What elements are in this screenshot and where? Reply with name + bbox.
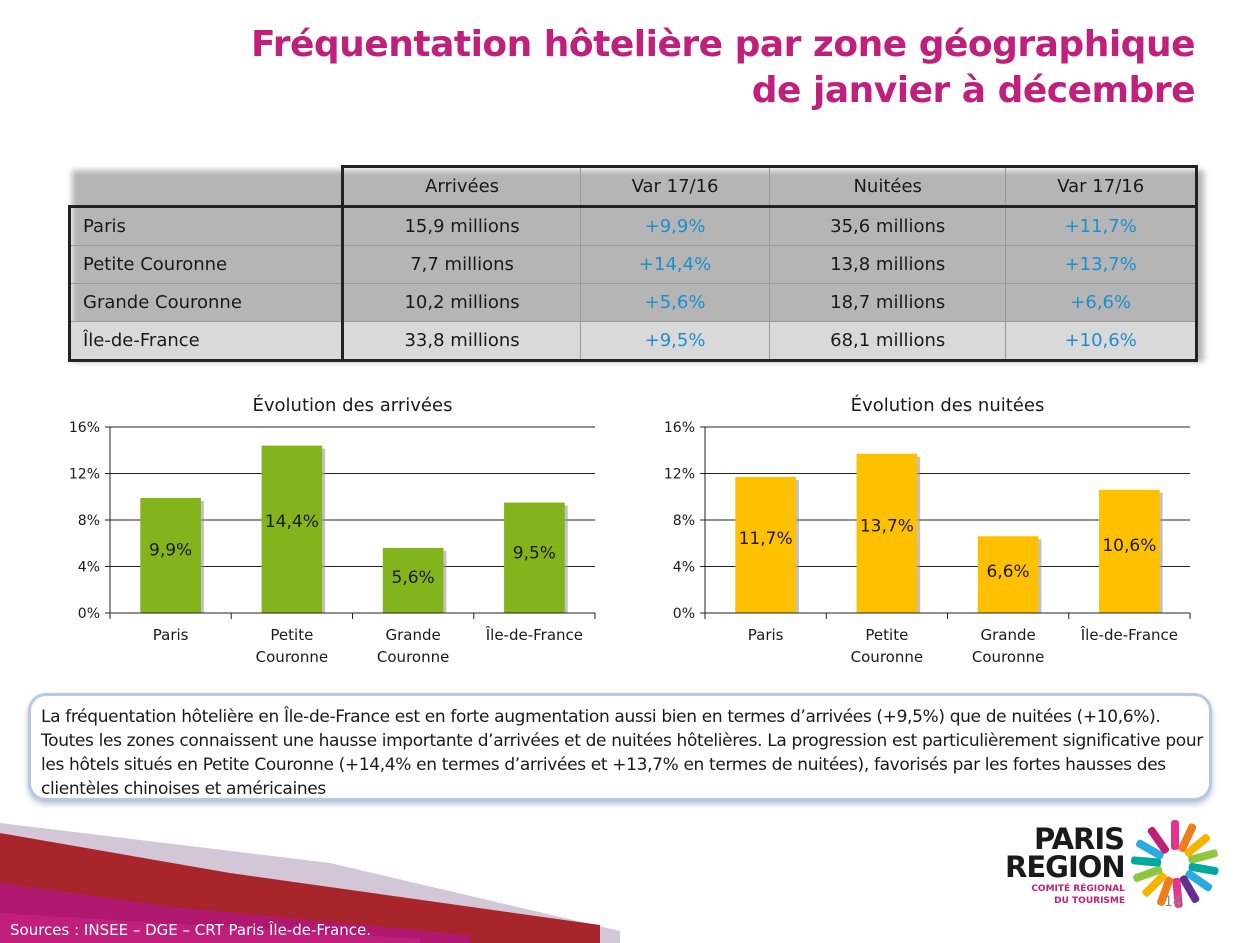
bar-value-label: 9,9%	[149, 541, 192, 561]
table-corner	[69, 166, 343, 208]
cell-arrivees: 33,8 millions	[341, 321, 582, 362]
page-title: Fréquentation hôtelière par zone géograp…	[250, 22, 1196, 114]
cell-nuitees: 13,8 millions	[768, 245, 1007, 284]
logo-word-region: REGION	[1005, 850, 1126, 884]
bar-value-label: 6,6%	[987, 562, 1030, 582]
y-tick-label: 0%	[78, 606, 100, 622]
header-var-nuitees: Var 17/16	[1005, 165, 1198, 208]
bar	[261, 445, 323, 613]
page-number: 14	[1164, 894, 1182, 910]
bar	[140, 497, 201, 613]
bar	[856, 453, 918, 613]
x-category-label: Île-de-France	[1080, 625, 1178, 644]
bar-value-label: 14,4%	[265, 512, 319, 532]
y-tick-label: 4%	[78, 560, 100, 576]
cell-nuitees: 68,1 millions	[768, 321, 1007, 362]
bar-value-label: 11,7%	[739, 529, 793, 549]
cell-var-nuitees: +6,6%	[1005, 283, 1198, 322]
y-tick-label: 12%	[664, 467, 695, 483]
table-row: Petite Couronne 7,7 millions +14,4% 13,8…	[68, 245, 1198, 284]
bar-value-label: 13,7%	[860, 516, 914, 536]
bar	[735, 476, 796, 613]
arrivees-bar-chart: Évolution des arrivées 0% 4% 8% 12% 16% 9,9% Pa…	[69, 394, 596, 666]
stats-table: Arrivées Var 17/16 Nuitées Var 17/16 Par…	[68, 165, 1198, 362]
logo-subtitle-2: DU TOURISME	[1054, 896, 1125, 906]
header-var-arrivees: Var 17/16	[580, 165, 770, 208]
cell-var-arrivees: +14,4%	[580, 245, 770, 284]
y-tick-label: 16%	[664, 420, 695, 436]
table-row: Paris 15,9 millions +9,9% 35,6 millions …	[68, 206, 1198, 246]
footer-band	[0, 823, 620, 943]
header-nuitees: Nuitées	[768, 165, 1007, 208]
x-category-label: Grande Couronne	[972, 626, 1044, 666]
cell-var-nuitees: +11,7%	[1005, 206, 1198, 246]
x-category-label: Grande Couronne	[377, 626, 449, 666]
table-row: Grande Couronne 10,2 millions +5,6% 18,7…	[68, 283, 1198, 322]
row-label: Petite Couronne	[68, 245, 344, 284]
chart-title: Évolution des arrivées	[253, 394, 453, 416]
bar	[382, 547, 444, 613]
cell-nuitees: 35,6 millions	[768, 206, 1007, 246]
cell-var-arrivees: +5,6%	[580, 283, 770, 322]
cell-nuitees: 18,7 millions	[768, 283, 1007, 322]
page-title-line-2: de janvier à décembre	[751, 70, 1196, 111]
chart-title: Évolution des nuitées	[851, 394, 1045, 416]
table-row-total: Île-de-France 33,8 millions +9,5% 68,1 m…	[68, 321, 1198, 362]
x-category-label: Paris	[748, 626, 784, 644]
summary-text: La fréquentation hôtelière en Île-de-Fra…	[41, 707, 1203, 799]
y-tick-label: 0%	[673, 606, 695, 622]
nuitees-bar-chart: Évolution des nuitées 0% 4% 8% 12% 16% 11,7% Pa…	[664, 394, 1191, 666]
row-label: Paris	[68, 206, 344, 246]
cell-arrivees: 7,7 millions	[341, 245, 582, 284]
y-tick-label: 12%	[69, 467, 100, 483]
y-tick-label: 8%	[78, 513, 100, 529]
table-header-row: Arrivées Var 17/16 Nuitées Var 17/16	[69, 165, 1198, 208]
bar	[504, 502, 565, 613]
cell-var-nuitees: +13,7%	[1005, 245, 1198, 284]
x-category-label: Île-de-France	[485, 625, 583, 644]
footer-band-magenta-dark	[0, 913, 420, 943]
x-category-label: Paris	[153, 626, 189, 644]
row-label: Île-de-France	[68, 321, 344, 362]
bar	[977, 536, 1039, 613]
bar-value-label: 5,6%	[392, 568, 435, 588]
cell-var-arrivees: +9,9%	[580, 206, 770, 246]
y-tick-label: 16%	[69, 420, 100, 436]
cell-var-nuitees: +10,6%	[1005, 321, 1198, 362]
bar	[1099, 489, 1160, 613]
logo-subtitle-1: COMITÉ RÉGIONAL	[1031, 884, 1125, 894]
y-tick-label: 8%	[673, 513, 695, 529]
cell-arrivees: 10,2 millions	[341, 283, 582, 322]
page-title-line-1: Fréquentation hôtelière par zone géograp…	[250, 24, 1196, 65]
row-label: Grande Couronne	[68, 283, 344, 322]
summary-box: La fréquentation hôtelière en Île-de-Fra…	[28, 693, 1212, 801]
header-arrivees: Arrivées	[340, 165, 582, 208]
cell-var-arrivees: +9,5%	[580, 321, 770, 362]
y-tick-label: 4%	[673, 560, 695, 576]
x-category-label: Petite Couronne	[851, 626, 923, 666]
sources-text: Sources : INSEE – DGE – CRT Paris Île-de…	[10, 921, 372, 939]
paris-region-logo: PARIS REGION COMITÉ RÉGIONAL DU TOURISME	[1003, 820, 1233, 910]
logo-star-burst-icon	[1131, 820, 1219, 908]
bar-value-label: 10,6%	[1102, 536, 1156, 556]
bar-value-label: 9,5%	[513, 543, 556, 563]
x-category-label: Petite Couronne	[256, 626, 328, 666]
cell-arrivees: 15,9 millions	[341, 206, 582, 246]
logo-word-paris: PARIS	[1034, 822, 1125, 856]
